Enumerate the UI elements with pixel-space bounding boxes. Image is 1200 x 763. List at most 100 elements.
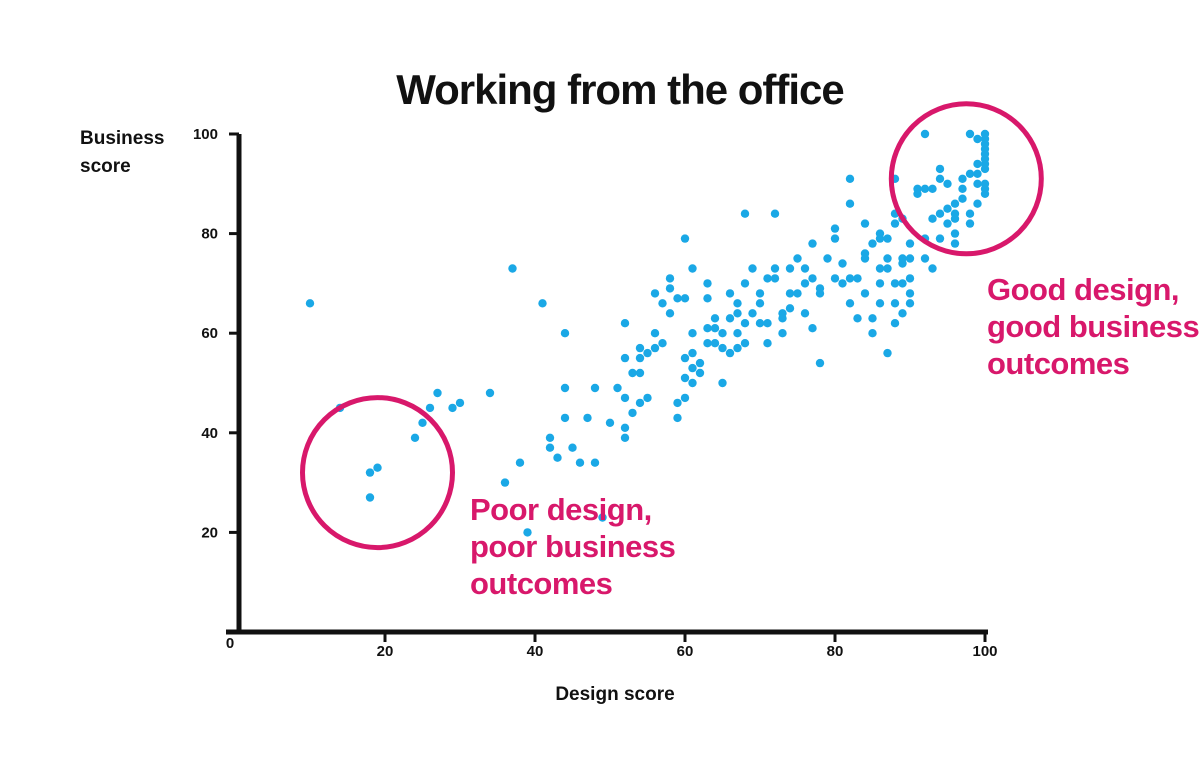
data-point <box>410 433 420 442</box>
y-axis-label-line-2: score <box>80 156 131 177</box>
chart-title: Working from the office <box>396 66 844 113</box>
data-point <box>920 129 930 139</box>
data-point <box>725 314 735 323</box>
data-point <box>620 393 630 403</box>
data-point <box>965 169 975 178</box>
data-point <box>845 299 855 308</box>
data-point <box>808 324 817 333</box>
data-point <box>913 184 922 193</box>
data-point <box>980 184 990 193</box>
data-point <box>590 458 600 467</box>
data-point <box>680 373 690 383</box>
data-point <box>755 299 765 308</box>
data-point <box>560 329 570 338</box>
data-point <box>508 264 517 273</box>
data-point <box>763 319 772 328</box>
data-point <box>875 264 885 273</box>
data-point <box>695 358 705 368</box>
data-point <box>688 348 697 358</box>
data-point <box>733 309 742 318</box>
annotations-layer: Poor design, poor business outcomes Good de… <box>300 101 1200 601</box>
data-point <box>620 433 630 442</box>
data-point <box>650 289 660 298</box>
data-point <box>800 264 810 273</box>
x-tick-label: 80 <box>827 643 844 660</box>
data-point <box>515 458 525 467</box>
data-point <box>688 363 697 373</box>
data-point <box>793 254 802 263</box>
good-design-annotation-line: outcomes <box>987 346 1129 381</box>
data-point <box>740 209 750 218</box>
data-point <box>425 403 435 413</box>
data-point <box>673 294 682 303</box>
data-point <box>665 309 675 318</box>
data-point <box>868 329 877 338</box>
y-axis-label: Business score <box>80 128 170 177</box>
data-point <box>755 289 765 298</box>
data-point <box>950 229 960 238</box>
data-point <box>718 343 727 353</box>
data-point <box>770 264 780 273</box>
data-point <box>740 279 750 288</box>
data-point <box>905 289 915 298</box>
data-point <box>890 279 900 288</box>
data-point <box>935 234 945 243</box>
data-point <box>658 299 667 308</box>
data-point <box>560 383 570 393</box>
data-point <box>943 219 952 228</box>
data-point <box>763 339 772 348</box>
data-point <box>635 398 645 408</box>
data-point <box>680 234 690 243</box>
data-point <box>830 274 840 283</box>
data-point <box>748 309 757 318</box>
data-point <box>733 299 742 308</box>
data-point <box>635 368 645 378</box>
data-point <box>545 443 555 452</box>
data-point <box>830 224 840 233</box>
data-point <box>830 234 840 243</box>
data-point <box>710 314 720 323</box>
data-point <box>853 314 862 323</box>
data-point <box>785 264 795 273</box>
data-point <box>305 299 315 308</box>
data-point <box>373 463 382 472</box>
data-point <box>980 149 990 159</box>
data-point <box>808 239 817 248</box>
good-design-circle <box>888 101 1044 257</box>
data-point <box>905 254 915 263</box>
data-point <box>973 134 982 144</box>
data-point <box>733 329 742 338</box>
good-design-annotation-line: Good design, <box>987 272 1179 307</box>
data-point <box>980 134 990 144</box>
data-point <box>860 289 870 298</box>
y-tick-label: 20 <box>201 524 218 541</box>
good-design-annotation-line: good business <box>987 309 1199 344</box>
poor-design-annotation: Poor design, poor business outcomes <box>470 492 675 601</box>
data-point <box>890 319 900 328</box>
data-point <box>823 254 832 263</box>
data-point <box>845 199 855 208</box>
data-point <box>620 423 630 432</box>
data-point <box>905 274 915 283</box>
data-point <box>883 264 892 273</box>
data-point <box>770 274 780 283</box>
data-point <box>703 279 712 288</box>
data-point <box>620 319 630 328</box>
points-layer <box>305 129 990 537</box>
data-point <box>500 478 510 487</box>
data-point <box>433 388 442 398</box>
poor-design-annotation-line: outcomes <box>470 566 612 601</box>
data-point <box>958 174 967 183</box>
data-point <box>658 339 667 348</box>
data-point <box>770 209 780 218</box>
data-point <box>703 339 712 348</box>
data-point <box>875 299 885 308</box>
data-point <box>755 319 765 328</box>
data-point <box>680 353 690 363</box>
x-tick-label: 20 <box>377 643 394 660</box>
data-point <box>605 418 615 427</box>
y-tick-label: 40 <box>201 425 218 442</box>
data-point <box>785 289 795 298</box>
data-point <box>613 383 622 393</box>
x-axis-label: Design score <box>555 684 674 705</box>
